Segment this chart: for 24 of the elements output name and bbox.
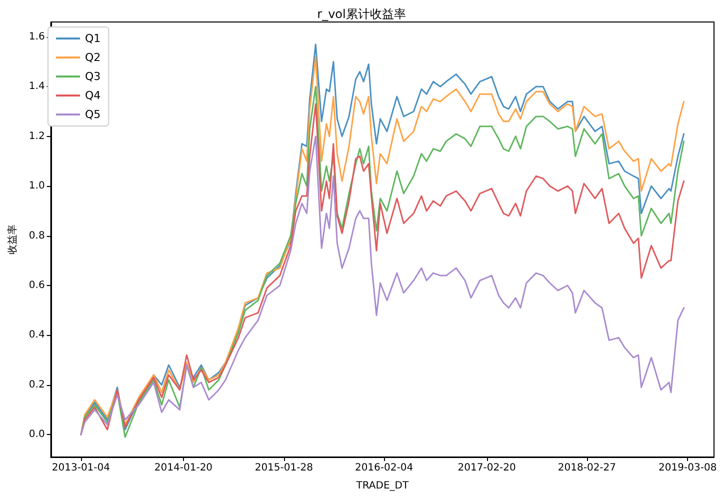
legend-label: Q4: [85, 89, 101, 102]
y-tick-label: 0.4: [28, 330, 45, 341]
x-axis-title: TRADE_DT: [355, 480, 410, 492]
legend-label: Q1: [85, 32, 101, 45]
x-tick-label: 2015-01-28: [254, 462, 313, 474]
y-tick-label: 1.4: [28, 81, 45, 92]
x-tick-label: 2019-03-08: [658, 462, 717, 474]
x-tick-label: 2018-02-27: [558, 462, 616, 474]
chart-title: r_vol累计收益率: [317, 7, 406, 21]
y-tick-label: 0.2: [28, 379, 45, 390]
x-tick-label: 2017-02-20: [458, 462, 516, 474]
legend-label: Q5: [85, 108, 101, 121]
y-tick-label: 1.0: [28, 180, 45, 192]
y-tick-label: 0.8: [28, 230, 45, 242]
y-tick-label: 1.2: [28, 130, 45, 142]
x-tick-label: 2013-01-04: [52, 462, 110, 474]
x-tick-label: 2014-01-20: [154, 462, 213, 474]
y-tick-label: 0.6: [28, 280, 45, 291]
legend-label: Q2: [85, 51, 101, 64]
y-axis-title: 收益率: [6, 224, 18, 254]
legend-label: Q3: [85, 70, 101, 83]
y-tick-label: 0.0: [28, 429, 45, 440]
y-tick-label: 1.6: [28, 31, 45, 42]
x-tick-label: 2016-02-04: [354, 462, 414, 474]
